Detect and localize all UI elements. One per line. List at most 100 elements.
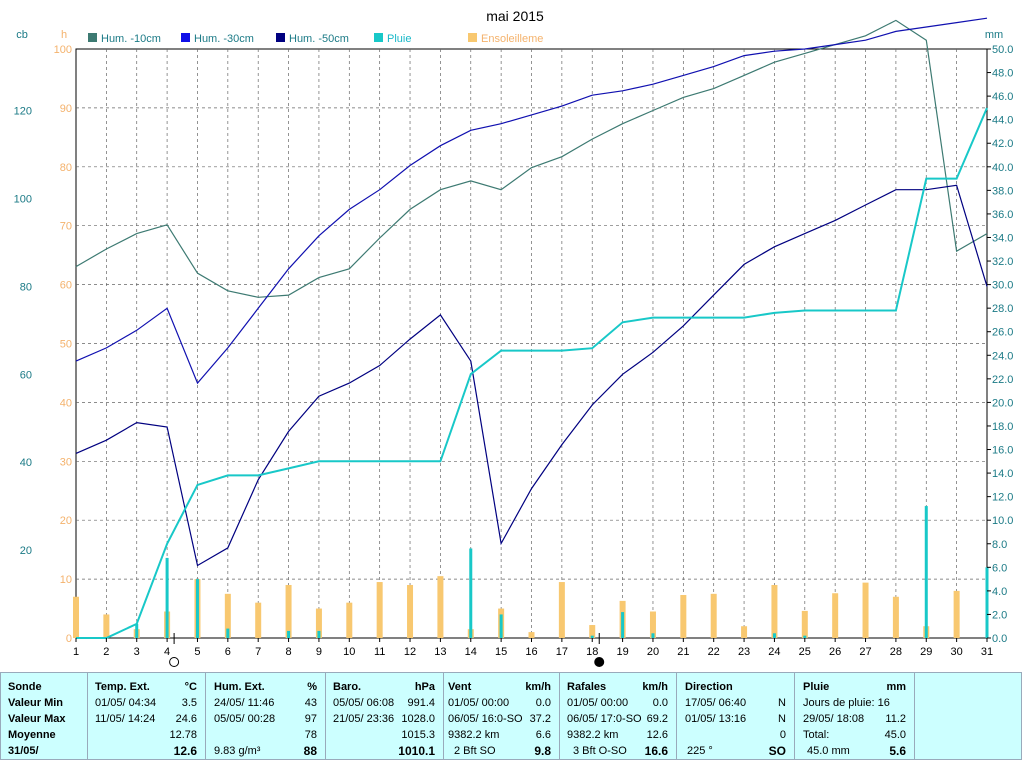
mm-tick-label: 6.0	[992, 562, 1007, 574]
right-unit: mm	[985, 29, 1003, 41]
x-tick-label: 9	[316, 646, 322, 658]
sunshine-bar	[73, 596, 79, 638]
daily-rain-bar	[621, 612, 625, 638]
direction-avg: 0	[779, 729, 786, 741]
sunshine-bar	[255, 602, 262, 638]
x-tick-label: 10	[343, 646, 355, 658]
daily-rain-bar	[469, 548, 473, 638]
x-tick-label: 25	[799, 646, 811, 658]
x-tick-label: 13	[434, 646, 446, 658]
stats-col-sonde: Sonde Valeur Min Valeur Max Moyenne 31/0…	[1, 673, 88, 759]
direction-max-time: 01/05/ 13:16	[685, 713, 747, 725]
daily-rain-bar	[924, 506, 928, 638]
h-tick-label: 0	[66, 633, 72, 645]
cb-tick-label: 120	[14, 106, 32, 118]
hum-extra: 9.83 g/m³	[214, 745, 261, 757]
mm-tick-label: 18.0	[992, 421, 1013, 433]
vent-min-val: 0.0	[535, 697, 551, 709]
mm-tick-label: 34.0	[992, 232, 1013, 244]
hum-avg: 78	[304, 729, 317, 741]
pluie-current: 5.6	[889, 744, 906, 758]
daily-rain-bar	[226, 628, 230, 638]
stats-col-direction: Direction 17/05/ 06:40 N 01/05/ 13:16 N 0 …	[677, 673, 795, 759]
legend-label: Hum. -50cm	[289, 33, 349, 45]
pluie-max-val: 11.2	[885, 713, 906, 725]
daily-rain-bar	[165, 557, 169, 638]
rafales-bft: 3 Bft O-SO	[573, 745, 627, 757]
daily-rain-bar	[803, 635, 807, 638]
hum-min-time: 24/05/ 11:46	[214, 697, 275, 709]
mm-tick-label: 32.0	[992, 256, 1013, 268]
sunshine-bar	[407, 584, 414, 638]
vent-min-time: 01/05/ 00:00	[448, 697, 510, 709]
full-moon-icon	[169, 657, 180, 667]
hum-max-val: 97	[304, 713, 317, 725]
mm-tick-label: 42.0	[992, 138, 1013, 150]
mm-tick-label: 46.0	[992, 91, 1013, 103]
rafales-unit: km/h	[642, 681, 668, 693]
mm-tick-label: 44.0	[992, 115, 1013, 127]
baro-avg: 1015.3	[401, 729, 435, 741]
legend-swatch	[181, 33, 190, 42]
stats-panel: Sonde Valeur Min Valeur Max Moyenne 31/0…	[0, 672, 1022, 760]
mm-tick-label: 50.0	[992, 44, 1013, 56]
legend-label: Hum. -10cm	[101, 33, 161, 45]
x-tick-label: 3	[134, 646, 140, 658]
h-tick-label: 60	[60, 280, 72, 292]
legend-swatch	[88, 33, 97, 42]
mm-tick-label: 48.0	[992, 68, 1013, 80]
mm-tick-label: 0.0	[992, 633, 1007, 645]
vent-avg: 6.6	[535, 729, 551, 741]
baro-unit: hPa	[414, 681, 435, 693]
mm-tick-label: 26.0	[992, 327, 1013, 339]
sunshine-bar	[437, 576, 444, 638]
stats-col-temp: Temp. Ext. °C 01/05/ 04:34 3.5 11/05/ 14:2…	[88, 673, 206, 759]
temp-min-val: 3.5	[181, 697, 197, 709]
mm-tick-label: 30.0	[992, 280, 1013, 292]
h-tick-label: 10	[60, 574, 72, 586]
h-tick-label: 30	[60, 456, 72, 468]
direction-min-time: 17/05/ 06:40	[685, 697, 747, 709]
h-tick-label: 20	[60, 515, 72, 527]
cb-tick-label: 60	[20, 369, 32, 381]
pluie-days: Jours de pluie: 16	[803, 697, 890, 709]
hum-current: 88	[303, 744, 317, 758]
sunshine-bar	[558, 582, 565, 638]
sunshine-bar	[589, 625, 596, 638]
vent-current: 9.8	[534, 744, 551, 758]
vent-max-time: 06/05/ 16:0-SO	[448, 713, 523, 725]
hum-min-val: 43	[304, 697, 317, 709]
rafales-avg: 12.6	[646, 729, 668, 741]
legend: Hum. -10cm Hum. -30cm Hum. -50cm Pluie Ensol…	[88, 33, 543, 45]
daily-rain-bar	[135, 623, 139, 638]
x-tick-label: 28	[890, 646, 902, 658]
daily-rain-bar	[651, 633, 655, 638]
direction-max-val: N	[778, 713, 786, 725]
baro-min-time: 05/05/ 06:08	[333, 697, 395, 709]
pluie-total-val: 45.0	[884, 729, 906, 741]
legend-label: Pluie	[387, 33, 411, 45]
sunshine-bar	[649, 611, 656, 638]
mm-tick-label: 40.0	[992, 162, 1013, 174]
mm-tick-label: 20.0	[992, 397, 1013, 409]
mm-tick-label: 2.0	[992, 609, 1007, 621]
daily-rain-bar	[195, 579, 199, 638]
sunshine-bar	[801, 610, 808, 638]
x-tick-label: 8	[286, 646, 292, 658]
x-tick-label: 11	[374, 646, 385, 658]
sunshine-bar	[892, 596, 899, 638]
vent-max-val: 37.2	[529, 713, 551, 725]
x-tick-label: 14	[465, 646, 477, 658]
legend-label: Hum. -30cm	[194, 33, 254, 45]
x-tick-label: 7	[255, 646, 261, 658]
x-tick-label: 5	[194, 646, 200, 658]
sunshine-bar	[376, 582, 383, 638]
legend-swatch	[374, 33, 383, 42]
cb-tick-label: 100	[14, 193, 32, 205]
x-tick-label: 16	[525, 646, 537, 658]
mm-tick-label: 36.0	[992, 209, 1013, 221]
sunshine-bar	[224, 593, 231, 638]
sunshine-bar	[103, 614, 110, 638]
sonde-min-label: Valeur Min	[8, 697, 64, 709]
x-tick-label: 31	[981, 646, 993, 658]
